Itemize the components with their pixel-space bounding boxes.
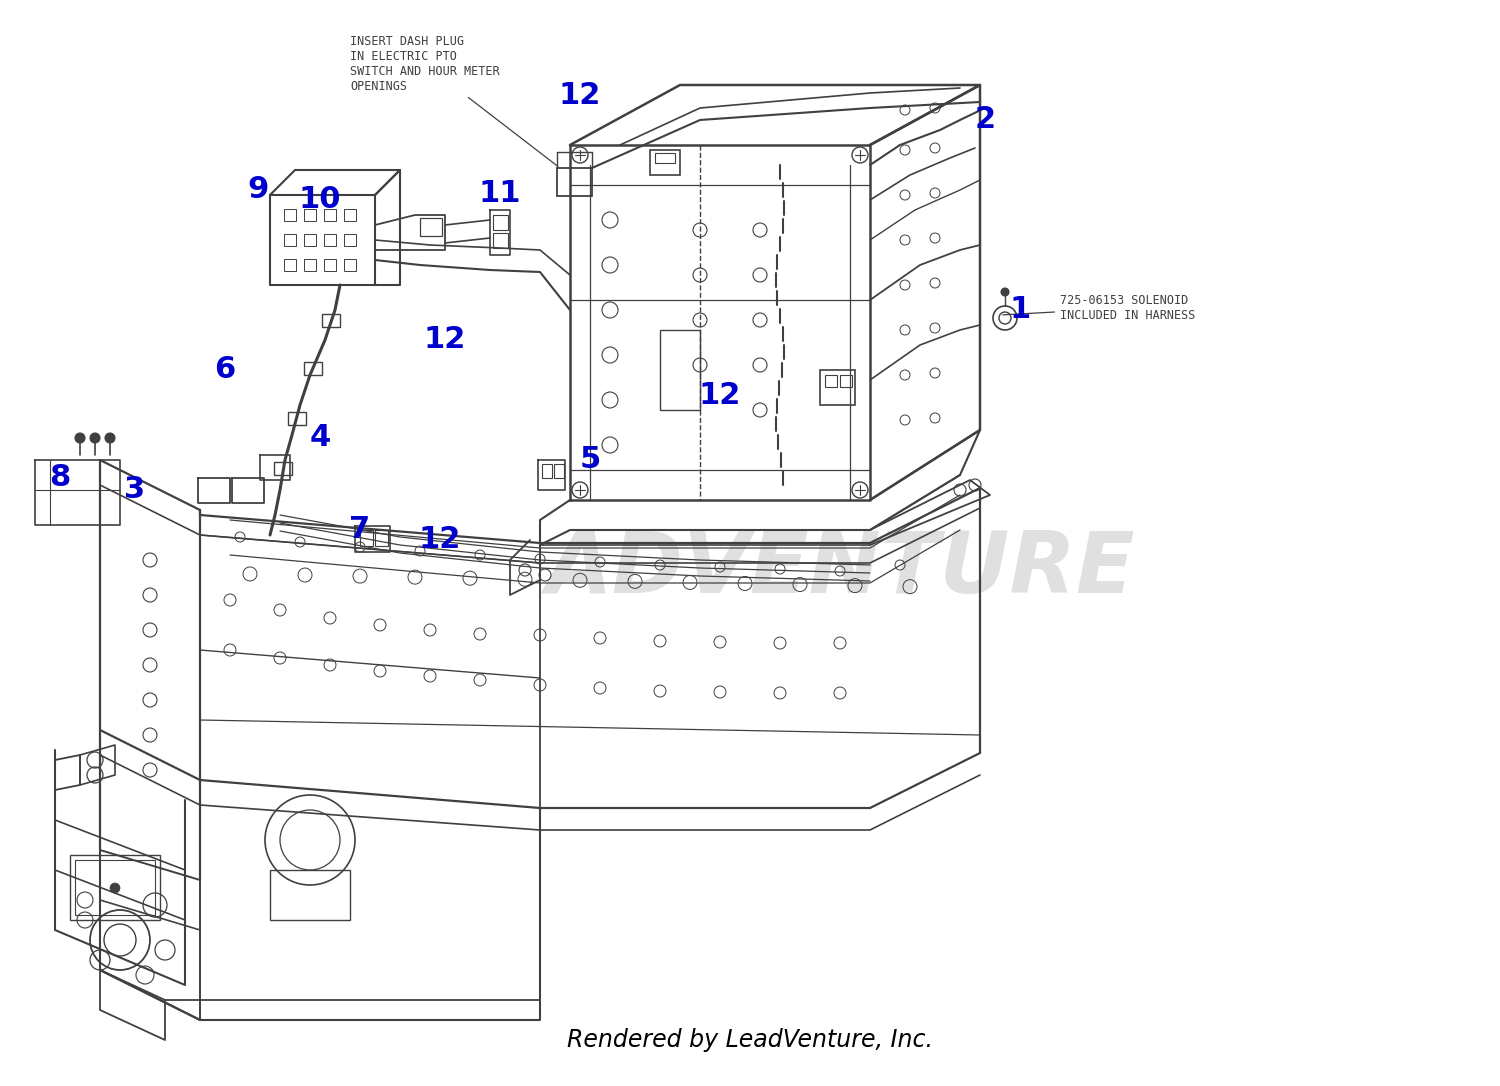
Text: 7: 7 (350, 516, 370, 544)
Bar (375, 530, 388, 546)
Bar (324, 258, 336, 272)
Bar (420, 218, 442, 236)
Text: 12: 12 (560, 80, 602, 110)
Text: 12: 12 (419, 526, 460, 555)
Text: 6: 6 (214, 355, 236, 384)
Text: 12: 12 (424, 326, 466, 354)
Bar (360, 530, 374, 546)
Bar (270, 870, 350, 920)
Circle shape (75, 433, 86, 443)
Bar (274, 462, 292, 475)
Text: 3: 3 (124, 476, 146, 505)
Bar (324, 209, 336, 220)
Circle shape (1000, 288, 1010, 296)
Bar (344, 258, 355, 272)
Bar (542, 464, 552, 478)
Bar (344, 209, 355, 220)
Bar (840, 375, 852, 387)
Circle shape (90, 433, 101, 443)
Circle shape (110, 883, 120, 893)
Bar (554, 464, 564, 478)
Bar (660, 330, 700, 411)
Text: INSERT DASH PLUG
IN ELECTRIC PTO
SWITCH AND HOUR METER
OPENINGS: INSERT DASH PLUG IN ELECTRIC PTO SWITCH … (350, 35, 558, 166)
Bar (284, 258, 296, 272)
Bar (284, 209, 296, 220)
Bar (284, 233, 296, 247)
Bar (304, 233, 316, 247)
Text: 9: 9 (248, 176, 268, 204)
Text: 8: 8 (50, 464, 70, 492)
Bar (344, 233, 355, 247)
Bar (304, 258, 316, 272)
Text: Rendered by LeadVenture, Inc.: Rendered by LeadVenture, Inc. (567, 1028, 933, 1052)
Text: 4: 4 (309, 424, 330, 453)
Bar (656, 153, 675, 163)
Bar (322, 314, 340, 327)
Circle shape (105, 433, 116, 443)
Bar (494, 233, 508, 248)
Bar (650, 150, 680, 175)
Bar (288, 412, 306, 425)
Bar (75, 860, 154, 915)
Bar (304, 209, 316, 220)
Bar (324, 233, 336, 247)
Text: 5: 5 (579, 445, 600, 475)
Text: 1: 1 (1010, 295, 1031, 325)
Text: ADVENTURE: ADVENTURE (544, 529, 1136, 611)
Text: 725-06153 SOLENOID
INCLUDED IN HARNESS: 725-06153 SOLENOID INCLUDED IN HARNESS (1004, 294, 1196, 323)
Bar (825, 375, 837, 387)
Text: 10: 10 (298, 186, 340, 215)
Bar (821, 370, 855, 405)
Text: 2: 2 (975, 105, 996, 135)
Bar (556, 168, 592, 195)
Text: 11: 11 (478, 178, 522, 207)
Text: 12: 12 (699, 380, 741, 409)
Bar (494, 215, 508, 230)
Bar (304, 362, 322, 375)
Bar (70, 855, 160, 920)
